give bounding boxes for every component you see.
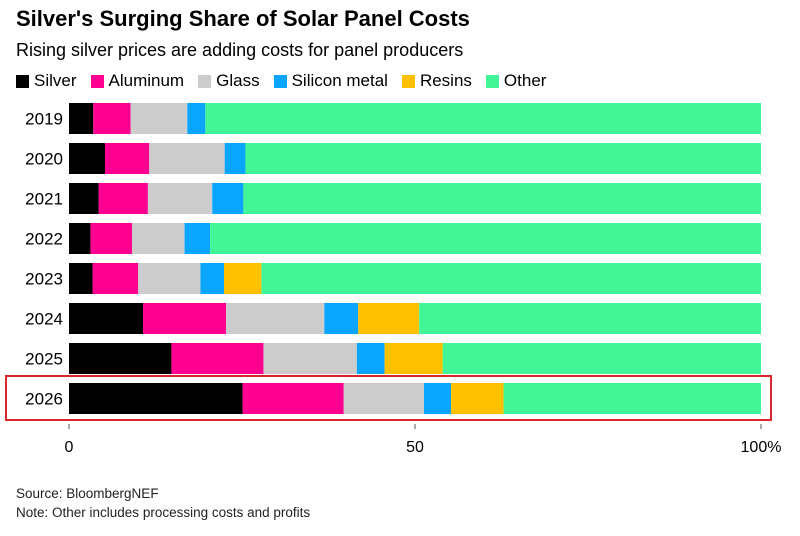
legend-label: Glass <box>216 71 260 90</box>
bar-segment-aluminum <box>90 223 132 254</box>
legend-item: Silver <box>16 71 77 91</box>
legend-swatch <box>90 74 104 88</box>
legend-swatch <box>485 74 499 88</box>
bar-segment-silver <box>69 103 94 134</box>
legend: Silver Aluminum Glass Silicon metal Resins Ot… <box>16 71 546 91</box>
bar-segment-silver <box>69 383 243 414</box>
highlight-box <box>5 375 772 421</box>
bar-segment-resins <box>384 343 443 374</box>
bar-segment-resins <box>450 383 504 414</box>
bar-segment-silver <box>69 303 144 334</box>
bar-segment-other <box>503 383 761 414</box>
source-note: Source: BloombergNEF <box>16 486 159 501</box>
bar-segment-aluminum <box>92 263 139 294</box>
bar-segment-silver <box>69 143 105 174</box>
bar-segment-silver <box>69 263 93 294</box>
legend-label: Other <box>503 71 547 90</box>
legend-swatch <box>401 74 415 88</box>
bar-segment-glass <box>263 343 357 374</box>
bar-segment-aluminum <box>93 103 131 134</box>
legend-swatch <box>16 74 29 88</box>
category-label: 2020 <box>25 150 63 169</box>
category-label: 2026 <box>25 390 63 409</box>
category-label: 2024 <box>25 310 63 329</box>
bar-segment-silicon-metal <box>212 183 244 214</box>
bar-segment-aluminum <box>242 383 344 414</box>
legend-item: Glass <box>198 71 260 91</box>
bar-segment-other <box>243 183 761 214</box>
bar-segment-aluminum <box>143 303 227 334</box>
x-tick-label: 50 <box>406 439 424 456</box>
footnote: Note: Other includes processing costs an… <box>16 505 311 520</box>
bar-segment-silicon-metal <box>423 383 451 414</box>
bar-segment-resins <box>358 303 420 334</box>
bar-segment-silver <box>69 223 91 254</box>
bar-segment-other <box>245 143 761 174</box>
bar-segment-glass <box>138 263 201 294</box>
bar-segment-silver <box>69 343 172 374</box>
bar-segment-aluminum <box>98 183 148 214</box>
x-tick-label: 100% <box>741 439 782 456</box>
bar-segment-glass <box>226 303 325 334</box>
bar-segment-glass <box>131 223 185 254</box>
category-label: 2019 <box>25 110 63 129</box>
legend-item: Silicon metal <box>273 71 388 91</box>
chart-subtitle: Rising silver prices are adding costs fo… <box>16 40 464 60</box>
bar-segment-silicon-metal <box>184 223 211 254</box>
bar-segment-resins <box>224 263 262 294</box>
bar-segment-aluminum <box>104 143 150 174</box>
bar-segment-other <box>261 263 761 294</box>
bar-segment-aluminum <box>171 343 264 374</box>
bar-segment-glass <box>130 103 188 134</box>
bar-segment-other <box>205 103 762 134</box>
bar-segment-other <box>210 223 762 254</box>
chart-title: Silver's Surging Share of Solar Panel Co… <box>16 6 470 31</box>
legend-label: Resins <box>419 71 472 90</box>
category-label: 2023 <box>25 270 63 289</box>
bar-segment-silicon-metal <box>187 103 206 134</box>
x-tick-label: 0 <box>65 439 74 456</box>
category-label: 2021 <box>25 190 63 209</box>
bar-segment-glass <box>149 143 225 174</box>
legend-swatch <box>198 74 212 88</box>
bar-segment-silicon-metal <box>224 143 246 174</box>
legend-label: Silicon metal <box>291 71 388 90</box>
bar-segment-silver <box>69 183 99 214</box>
legend-label: Silver <box>34 71 77 90</box>
legend-label: Aluminum <box>108 71 185 90</box>
legend-item: Aluminum <box>90 71 185 91</box>
bar-segment-other <box>442 343 761 374</box>
category-label: 2022 <box>25 230 63 249</box>
bar-segment-silicon-metal <box>200 263 225 294</box>
legend-item: Resins <box>401 71 472 91</box>
category-label: 2025 <box>25 350 63 369</box>
bar-segment-silicon-metal <box>356 343 385 374</box>
legend-swatch <box>273 74 287 88</box>
legend-item: Other <box>485 71 547 91</box>
bar-segment-glass <box>343 383 424 414</box>
bar-segment-silicon-metal <box>324 303 359 334</box>
bar-segment-glass <box>147 183 213 214</box>
bar-segment-other <box>419 303 761 334</box>
